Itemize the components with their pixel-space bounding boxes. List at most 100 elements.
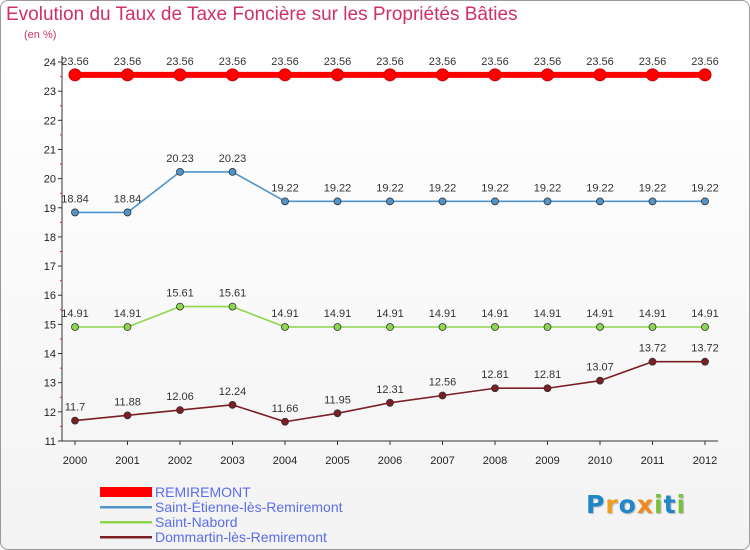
y-tick-label: 13: [44, 378, 56, 390]
data-label: 12.56: [429, 377, 457, 389]
data-label: 23.56: [691, 56, 719, 68]
data-point: [648, 357, 657, 366]
data-point: [71, 208, 79, 217]
y-tick-label: 19: [44, 203, 56, 215]
data-label: 23.56: [114, 56, 142, 68]
x-tick-label: 2006: [378, 455, 402, 467]
legend-swatch: [100, 536, 152, 539]
x-tick-label: 2004: [273, 455, 297, 467]
data-label: 19.22: [586, 182, 614, 194]
data-point: [543, 197, 552, 206]
legend-label: Saint-Nabord: [155, 514, 238, 530]
data-point: [596, 197, 604, 206]
legend-label: Dommartin-lès-Remiremont: [155, 529, 327, 545]
y-tick-label: 20: [44, 174, 56, 186]
data-label: 19.22: [271, 182, 299, 194]
data-label: 14.91: [639, 308, 667, 320]
data-label: 13.72: [691, 343, 719, 355]
x-tick-label: 2007: [430, 455, 454, 467]
data-label: 23.56: [271, 56, 299, 68]
data-label: 23.56: [61, 56, 89, 68]
data-label: 15.61: [219, 288, 247, 300]
data-point: [331, 68, 344, 82]
data-point: [648, 197, 657, 206]
data-point: [543, 323, 552, 331]
data-point: [228, 168, 237, 176]
y-tick-label: 14: [44, 349, 56, 361]
data-label: 20.23: [166, 153, 194, 165]
data-point: [333, 197, 342, 206]
data-label: 19.22: [481, 182, 509, 194]
data-point: [436, 68, 449, 82]
data-point: [68, 68, 82, 82]
logo-letter: i: [676, 490, 687, 519]
y-tick-label: 12: [44, 407, 56, 419]
data-point: [386, 197, 394, 206]
data-label: 12.06: [166, 391, 194, 403]
data-label: 12.81: [481, 369, 509, 381]
data-label: 19.22: [639, 182, 667, 194]
legend-swatch: [100, 487, 152, 497]
data-point: [123, 208, 132, 217]
data-label: 14.91: [429, 308, 457, 320]
data-label: 19.22: [691, 182, 719, 194]
data-point: [281, 197, 289, 206]
data-point: [596, 376, 604, 385]
data-label: 14.91: [481, 308, 509, 320]
data-point: [698, 68, 712, 82]
data-point: [596, 323, 604, 331]
data-label: 19.22: [324, 182, 352, 194]
data-point: [701, 197, 709, 206]
x-tick-label: 2011: [641, 455, 665, 467]
proxiti-logo: Proxiti: [586, 490, 686, 519]
y-tick-label: 15: [44, 319, 56, 331]
data-label: 13.72: [639, 343, 667, 355]
data-point: [228, 302, 237, 311]
data-label: 23.56: [481, 56, 509, 68]
logo-letter: t: [663, 490, 677, 519]
data-point: [491, 197, 499, 206]
data-label: 19.22: [534, 182, 562, 194]
x-tick-label: 2009: [535, 455, 559, 467]
data-label: 14.91: [586, 308, 614, 320]
data-label: 14.91: [324, 308, 352, 320]
data-label: 14.91: [61, 308, 89, 320]
data-point: [173, 68, 187, 82]
data-labels-layer: 23.56 23.56 23.56 23.56 23.56 23.56 23.56 23.56…: [61, 56, 719, 415]
y-unit-label: (en %): [24, 29, 57, 41]
data-point: [648, 323, 657, 331]
legend-label: Saint-Étienne-lès-Remiremont: [155, 499, 343, 515]
data-label: 11.66: [272, 403, 299, 415]
x-tick-label: 2010: [588, 455, 612, 467]
data-label: 23.56: [534, 56, 562, 68]
data-point: [438, 323, 447, 331]
data-label: 11.7: [65, 402, 86, 414]
data-point: [541, 68, 554, 82]
data-point: [281, 417, 289, 426]
y-tick-label: 21: [44, 144, 56, 156]
chart-title: Evolution du Taux de Taxe Foncière sur l…: [6, 4, 518, 25]
data-point: [333, 323, 342, 331]
data-label: 12.24: [219, 386, 247, 398]
data-point: [701, 323, 709, 331]
x-tick-label: 2000: [63, 455, 87, 467]
data-label: 11.88: [114, 396, 141, 408]
data-point: [121, 68, 134, 82]
data-label: 14.91: [376, 308, 404, 320]
legend: REMIREMONTSaint-Étienne-lès-RemiremontSa…: [100, 484, 343, 545]
data-point: [123, 411, 132, 420]
data-point: [386, 398, 394, 407]
data-point: [281, 323, 289, 331]
y-tick-label: 17: [44, 261, 56, 273]
x-tick-label: 2002: [168, 455, 192, 467]
data-point: [386, 323, 394, 331]
data-point: [646, 68, 659, 82]
data-label: 18.84: [61, 193, 89, 205]
data-point: [383, 68, 397, 82]
data-label: 23.56: [586, 56, 614, 68]
x-tick-label: 2003: [220, 455, 244, 467]
data-point: [176, 406, 184, 414]
y-tick-label: 24: [44, 57, 56, 69]
data-point: [543, 384, 552, 393]
